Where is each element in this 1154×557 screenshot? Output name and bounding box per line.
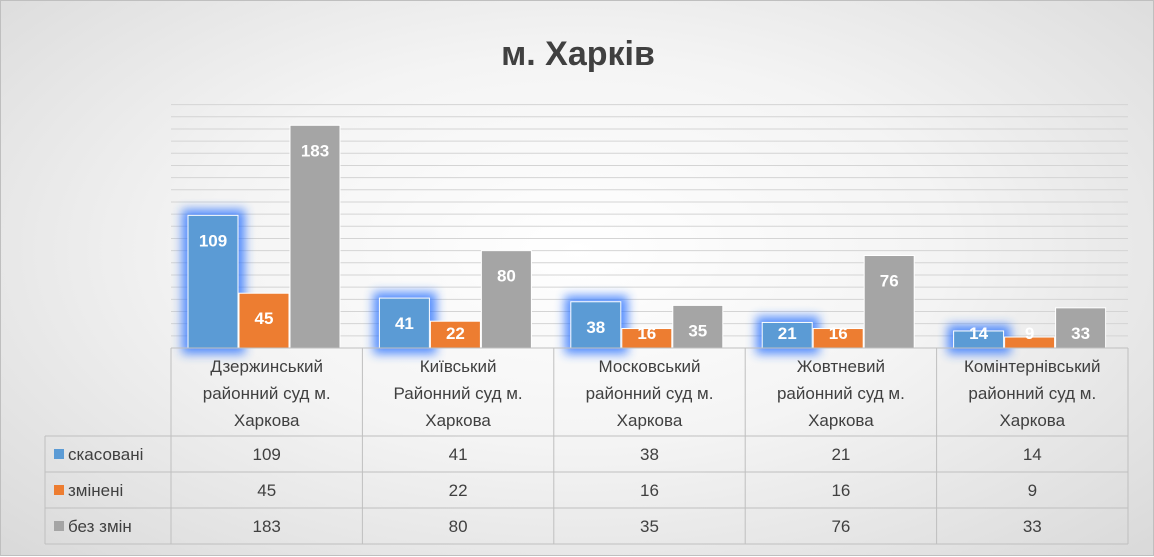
category-label: Харкова [234,411,300,430]
data-label: 9 [1025,324,1034,343]
data-label: 76 [880,272,899,291]
bar [1055,307,1107,349]
table-cell: 80 [449,517,468,536]
chart-title: м. Харків [501,35,655,73]
data-label: 80 [497,267,516,286]
table-cell: 109 [253,445,281,464]
data-label: 109 [199,231,227,250]
legend-label: скасовані [68,445,143,464]
category-label: Харкова [617,411,683,430]
legend-label: змінені [68,481,123,500]
category-label: районний суд м. [203,384,331,403]
table-cell: 16 [640,481,659,500]
bar [289,124,341,349]
data-label: 21 [778,324,797,343]
category-label: Харкова [999,411,1065,430]
table-cell: 22 [449,481,468,500]
bar [863,255,915,349]
bar [238,292,290,349]
table-cell: 33 [1023,517,1042,536]
legend-label: без змін [68,517,132,536]
legend-key [54,521,64,531]
category-label: Дзержинський [210,357,323,376]
category-label: районний суд м. [777,384,905,403]
data-labels: 109 45 183 41 22 80 38 16 35 21 16 76 14 9 33 [199,141,1090,343]
table-cell: 21 [831,445,850,464]
legend-key [54,449,64,459]
bar [187,214,239,349]
bar [480,250,532,349]
data-label: 22 [446,324,465,343]
category-label: Комінтернівський [964,357,1101,376]
bars [187,124,1107,349]
table-cell: 45 [257,481,276,500]
table-cell: 14 [1023,445,1042,464]
table-cell: 16 [831,481,850,500]
data-label: 45 [255,309,274,328]
category-label: Жовтневий [797,357,885,376]
data-label: 14 [969,324,988,343]
category-label: районний суд м. [586,384,714,403]
bar [570,301,622,349]
table-cell: 41 [449,445,468,464]
data-label: 183 [301,141,329,160]
data-label: 38 [586,318,605,337]
table-cell: 183 [253,517,281,536]
category-label: Харкова [425,411,491,430]
table-cell: 9 [1028,481,1037,500]
category-label: Київський [420,357,497,376]
data-label: 35 [688,321,707,340]
bar [429,320,481,349]
data-label: 16 [829,324,848,343]
category-label: Харкова [808,411,874,430]
data-label: 33 [1071,324,1090,343]
table-cell: 76 [831,517,850,536]
table-cell: 35 [640,517,659,536]
legend-key [54,485,64,495]
category-label: районний суд м. [968,384,1096,403]
data-label: 16 [637,324,656,343]
table-cell: 38 [640,445,659,464]
data-table: Дзержинський районний суд м. Харкова Київсь… [44,347,1129,545]
data-label: 41 [395,314,414,333]
category-label: Московський [598,357,700,376]
category-label: Районний суд м. [394,384,523,403]
